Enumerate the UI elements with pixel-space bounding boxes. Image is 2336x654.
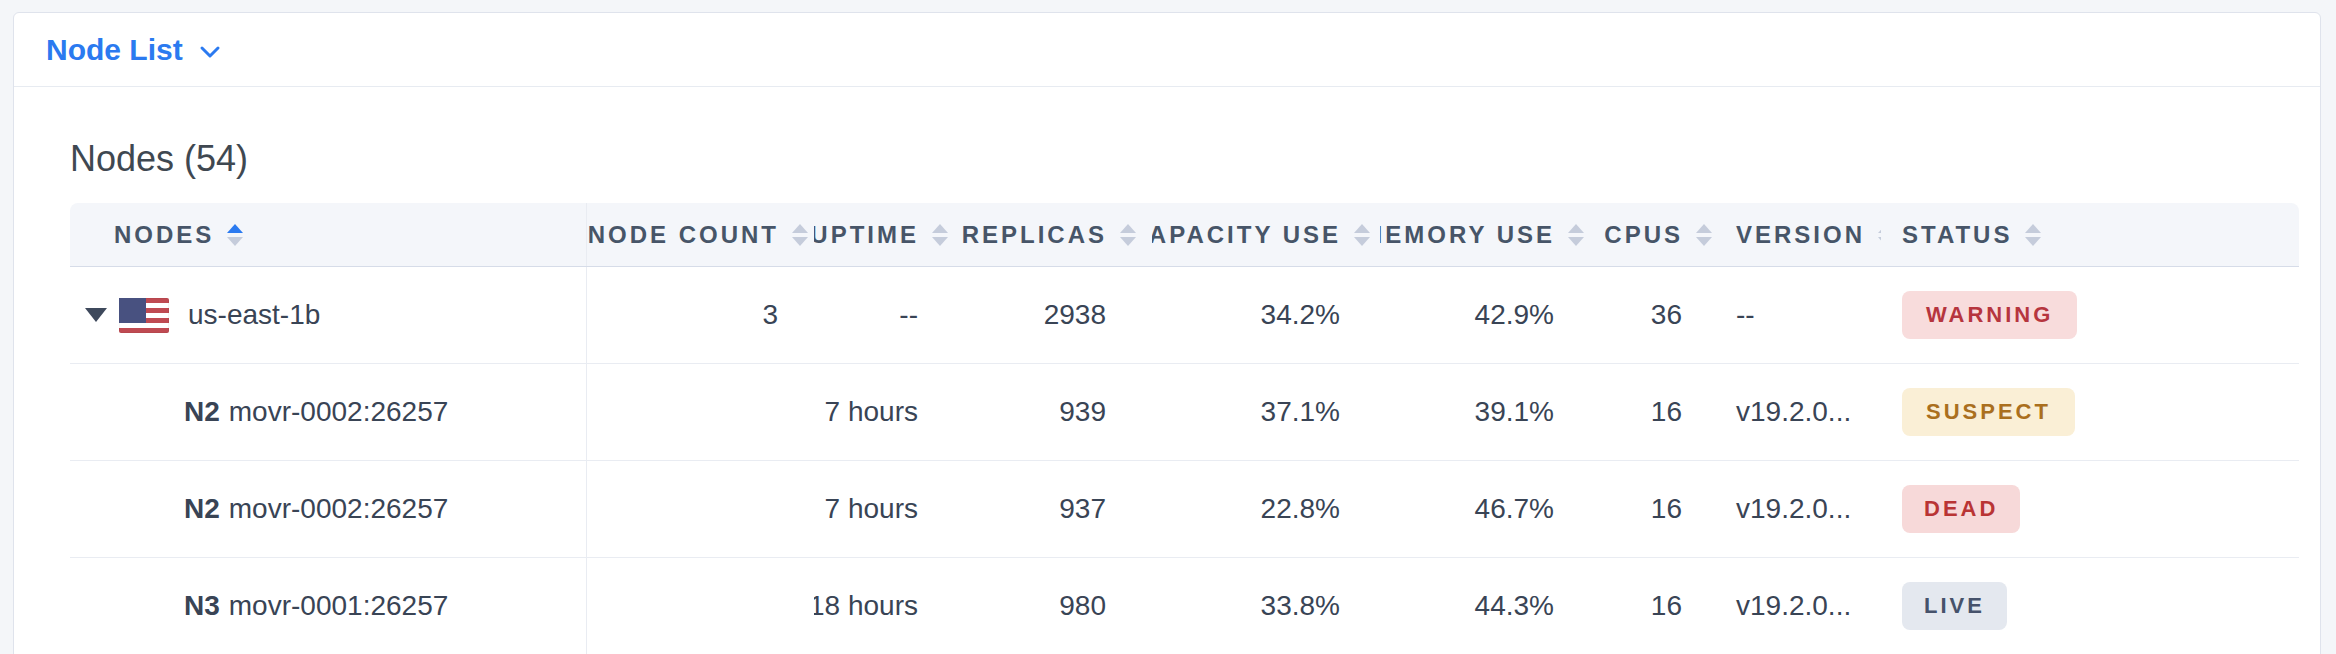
node-id: N2 [184, 493, 220, 524]
capacity-use-cell: 22.8% [1152, 461, 1380, 557]
sort-icon[interactable] [227, 224, 243, 246]
node-id: N3 [184, 590, 220, 621]
nodes-cell: N3 movr-0001:26257 [70, 558, 587, 654]
node-list-dropdown-label: Node List [46, 33, 183, 67]
uptime-cell: 7 hours [814, 461, 954, 557]
sort-icon[interactable] [1354, 224, 1370, 246]
column-header-version[interactable]: VERSION [1718, 203, 1881, 266]
caret-down-icon[interactable] [85, 308, 107, 322]
sort-icon[interactable] [1568, 224, 1584, 246]
table-row-region[interactable]: us-east-1b 3 -- 2938 34.2% 42.9% 36 -- W… [70, 267, 2299, 364]
cpus-cell: 36 [1599, 267, 1718, 363]
node-id: N2 [184, 396, 220, 427]
replicas-cell: 2938 [954, 267, 1152, 363]
status-badge: DEAD [1902, 485, 2020, 533]
sort-icon[interactable] [1696, 224, 1712, 246]
nodes-cell: us-east-1b [70, 267, 587, 363]
status-badge: WARNING [1902, 291, 2077, 339]
column-header-status[interactable]: STATUS [1881, 203, 2299, 266]
node-count-cell [587, 558, 814, 654]
node-list-card: Node List Nodes (54) NODES NODE COUNT UP… [13, 12, 2321, 654]
memory-use-cell: 42.9% [1380, 267, 1599, 363]
table-row-node[interactable]: N2 movr-0002:26257 7 hours 937 22.8% 46.7… [70, 461, 2299, 558]
replicas-cell: 980 [954, 558, 1152, 654]
version-cell: v19.2.0... [1718, 364, 1881, 460]
node-count-cell: 3 [587, 267, 814, 363]
status-cell: DEAD [1881, 461, 2299, 557]
uptime-cell: 18 hours [814, 558, 954, 654]
column-header-memory-use[interactable]: MEMORY USE [1380, 203, 1599, 266]
nodes-cell: N2 movr-0002:26257 [70, 364, 587, 460]
node-address: movr-0002:26257 [229, 493, 448, 524]
sort-icon[interactable] [1120, 224, 1136, 246]
uptime-cell: -- [814, 267, 954, 363]
view-switcher-bar: Node List [14, 13, 2320, 87]
replicas-cell: 939 [954, 364, 1152, 460]
version-cell: v19.2.0... [1718, 558, 1881, 654]
table-row-node[interactable]: N2 movr-0002:26257 7 hours 939 37.1% 39.1… [70, 364, 2299, 461]
cpus-cell: 16 [1599, 461, 1718, 557]
cpus-cell: 16 [1599, 558, 1718, 654]
sort-icon[interactable] [932, 224, 948, 246]
column-header-capacity-use[interactable]: CAPACITY USE [1152, 203, 1380, 266]
nodes-table: NODES NODE COUNT UPTIME REPLICAS CAPACIT… [70, 203, 2299, 654]
column-header-uptime[interactable]: UPTIME [814, 203, 954, 266]
page-title: Nodes (54) [70, 141, 2297, 177]
node-count-cell [587, 461, 814, 557]
column-header-cpus[interactable]: CPUS [1599, 203, 1718, 266]
replicas-cell: 937 [954, 461, 1152, 557]
column-header-replicas[interactable]: REPLICAS [954, 203, 1152, 266]
sort-icon[interactable] [2025, 224, 2041, 246]
capacity-use-cell: 37.1% [1152, 364, 1380, 460]
uptime-cell: 7 hours [814, 364, 954, 460]
memory-use-cell: 46.7% [1380, 461, 1599, 557]
status-cell: SUSPECT [1881, 364, 2299, 460]
capacity-use-cell: 34.2% [1152, 267, 1380, 363]
node-address: movr-0002:26257 [229, 396, 448, 427]
column-header-node-count[interactable]: NODE COUNT [587, 203, 814, 266]
table-row-node[interactable]: N3 movr-0001:26257 18 hours 980 33.8% 44.… [70, 558, 2299, 654]
region-name: us-east-1b [188, 299, 320, 331]
nodes-cell: N2 movr-0002:26257 [70, 461, 587, 557]
version-cell: v19.2.0... [1718, 461, 1881, 557]
table-header-row: NODES NODE COUNT UPTIME REPLICAS CAPACIT… [70, 203, 2299, 267]
flag-canton [119, 298, 146, 323]
node-address: movr-0001:26257 [229, 590, 448, 621]
capacity-use-cell: 33.8% [1152, 558, 1380, 654]
column-header-nodes[interactable]: NODES [70, 203, 587, 266]
node-list-dropdown[interactable]: Node List [46, 33, 221, 67]
chevron-down-icon [199, 44, 221, 60]
status-badge: LIVE [1902, 582, 2007, 630]
status-cell: WARNING [1881, 267, 2299, 363]
memory-use-cell: 39.1% [1380, 364, 1599, 460]
status-cell: LIVE [1881, 558, 2299, 654]
us-flag-icon [119, 298, 169, 333]
version-cell: -- [1718, 267, 1881, 363]
status-badge: SUSPECT [1902, 388, 2075, 436]
node-count-cell [587, 364, 814, 460]
cpus-cell: 16 [1599, 364, 1718, 460]
sort-icon[interactable] [792, 224, 808, 246]
nodes-section: Nodes (54) NODES NODE COUNT UPTIME REPLI… [14, 141, 2320, 654]
memory-use-cell: 44.3% [1380, 558, 1599, 654]
